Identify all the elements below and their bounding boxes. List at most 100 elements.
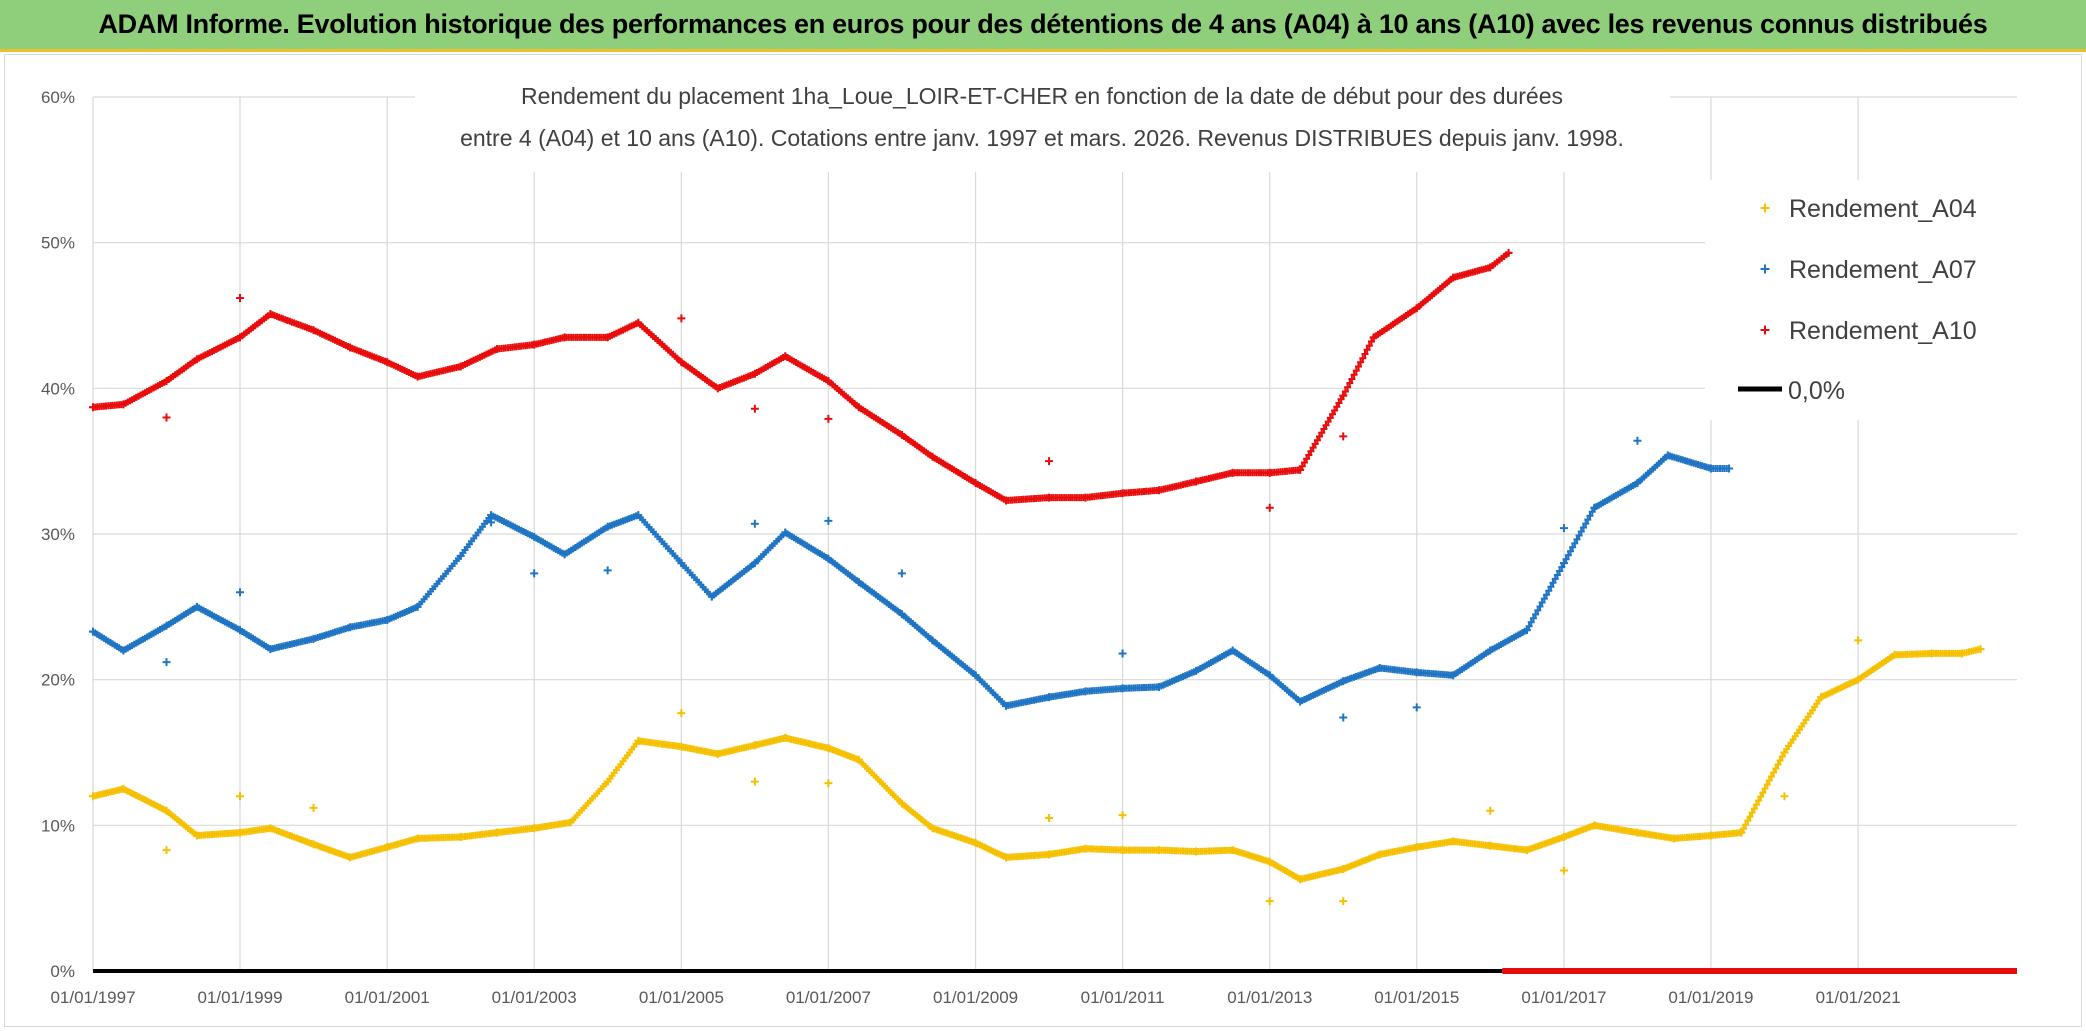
data-point-a04 [309,840,318,849]
data-point-a10 [493,345,502,354]
data-point-a04 [897,799,906,808]
data-point-a07 [781,528,790,537]
data-point-a10 [192,355,201,364]
data-point-a07 [309,634,318,643]
data-point-a10 [346,343,355,352]
outlier-point-a04 [1486,806,1495,815]
data-point-a10 [383,358,392,367]
data-point-a10 [897,430,906,439]
data-point-a04 [1780,748,1789,757]
data-point-a04 [1412,843,1421,852]
data-point-a10 [1045,493,1054,502]
data-point-a04 [1228,846,1237,855]
outlier-point-a10 [1265,503,1274,512]
data-point-a10 [235,333,244,342]
title-background [415,72,1670,172]
data-point-a04 [346,853,355,862]
data-point-a04 [566,818,575,827]
outlier-point-a07 [1339,713,1348,722]
data-point-a07 [1228,646,1237,655]
data-point-a10 [854,403,863,412]
x-tick-label: 01/01/2009 [933,988,1018,1007]
data-point-a07 [383,615,392,624]
legend-label: Rendement_A07 [1789,256,1977,284]
data-point-a04 [1590,821,1599,830]
data-point-a10 [119,400,128,409]
x-tick-label: 01/01/2007 [786,988,871,1007]
series-a10 [89,248,1513,505]
data-point-a10 [560,333,569,342]
data-point-a07 [1192,666,1201,675]
x-tick-label: 01/01/2001 [345,988,430,1007]
data-point-a07 [1522,626,1531,635]
data-point-a04 [1559,832,1568,841]
data-point-a07 [1081,687,1090,696]
data-point-a07 [119,646,128,655]
outlier-point-a04 [1265,897,1274,906]
data-point-a04 [971,838,980,847]
data-point-a10 [1412,304,1421,313]
data-point-a04 [1296,875,1305,884]
legend-label: Rendement_A10 [1789,317,1977,345]
data-point-a10 [1118,489,1127,498]
outlier-point-a07 [162,658,171,667]
data-point-a04 [1669,834,1678,843]
data-point-a04 [266,824,275,833]
y-tick-label: 60% [41,88,75,107]
data-point-a07 [1265,671,1274,680]
data-point-a04 [192,831,201,840]
x-tick-label: 01/01/2015 [1374,988,1459,1007]
outlier-point-a04 [1854,636,1863,645]
outlier-point-a10 [162,413,171,422]
x-tick-label: 01/01/2011 [1081,988,1165,1007]
outlier-point-a07 [235,588,244,597]
data-point-a07 [530,532,539,541]
data-point-a04 [1522,846,1531,855]
data-point-a07 [560,550,569,559]
y-tick-label: 10% [41,816,75,835]
data-point-a10 [162,377,171,386]
data-point-a10 [677,358,686,367]
outlier-point-a04 [677,709,686,718]
data-point-a04 [1976,645,1985,654]
data-point-a07 [1449,671,1458,680]
outlier-point-a07 [1559,524,1568,533]
legend-label: Rendement_A04 [1789,195,1977,223]
outlier-point-a04 [1118,811,1127,820]
x-tick-label: 01/01/2021 [1816,988,1901,1007]
data-point-a04 [928,824,937,833]
data-point-a10 [89,403,97,412]
outliers-a07 [162,436,1642,722]
data-point-a04 [1706,831,1715,840]
data-point-a07 [1045,693,1054,702]
data-point-a10 [750,369,759,378]
data-point-a07 [1633,479,1642,488]
data-point-a07 [456,551,465,560]
outliers-a04 [162,636,1863,906]
data-point-a10 [1192,477,1201,486]
data-point-a10 [1001,496,1010,505]
data-point-a04 [456,832,465,841]
data-point-a10 [1504,248,1513,257]
data-point-a10 [1265,468,1274,477]
data-point-a10 [309,326,318,335]
data-point-a07 [413,602,422,611]
chart-title-line-1: Rendement du placement 1ha_Loue_LOIR-ET-… [521,83,1563,109]
y-tick-label: 20% [41,671,75,690]
data-point-a07 [1375,664,1384,673]
outlier-point-a04 [750,777,759,786]
x-tick-label: 01/01/2005 [639,988,724,1007]
banner-title: ADAM Informe. Evolution historique des p… [98,9,1988,39]
data-point-a04 [713,749,722,758]
data-point-a04 [89,792,97,801]
legend-label: 0,0% [1788,377,1845,405]
y-tick-label: 40% [41,379,75,398]
outlier-point-a07 [1118,649,1127,658]
data-point-a07 [971,671,980,680]
data-point-a10 [713,384,722,393]
data-point-a07 [1296,697,1305,706]
data-point-a10 [530,340,539,349]
outlier-point-a04 [235,792,244,801]
data-point-a10 [1369,333,1378,342]
